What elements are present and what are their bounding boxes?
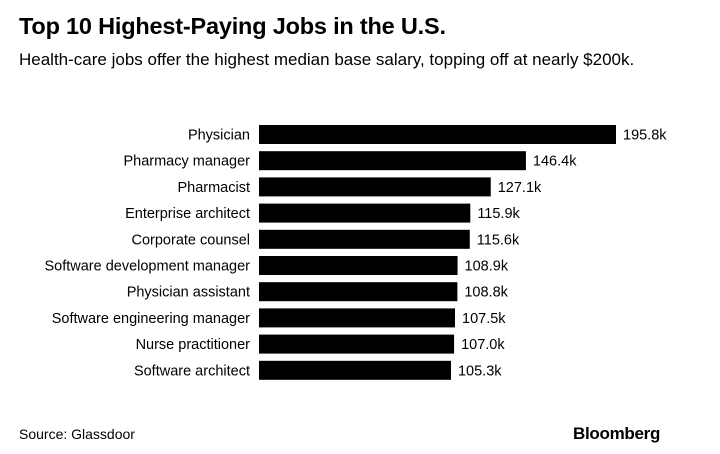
category-label: Nurse practitioner bbox=[136, 337, 251, 353]
category-label: Pharmacy manager bbox=[123, 154, 250, 170]
category-label: Software engineering manager bbox=[52, 311, 250, 327]
category-label: Physician bbox=[188, 128, 250, 144]
category-label: Enterprise architect bbox=[125, 206, 250, 222]
value-label: 105.3k bbox=[458, 363, 502, 379]
value-label: 127.1k bbox=[498, 180, 542, 196]
bloomberg-logo: Bloomberg bbox=[573, 424, 661, 443]
source-note: Source: Glassdoor bbox=[19, 426, 135, 442]
bar bbox=[259, 360, 451, 380]
chart-title: Top 10 Highest-Paying Jobs in the U.S. bbox=[19, 13, 446, 39]
value-label: 107.5k bbox=[462, 311, 506, 327]
bar bbox=[259, 203, 471, 223]
value-label: 115.6k bbox=[477, 232, 520, 248]
value-label: 108.9k bbox=[465, 259, 509, 275]
category-label: Corporate counsel bbox=[132, 232, 251, 248]
category-label: Physician assistant bbox=[127, 285, 250, 301]
value-label: 195.8k bbox=[623, 128, 667, 144]
bar bbox=[259, 256, 458, 275]
value-label: 107.0k bbox=[461, 337, 505, 353]
bar bbox=[259, 334, 455, 354]
bar bbox=[259, 125, 616, 144]
bar bbox=[259, 282, 458, 302]
bar bbox=[259, 229, 470, 249]
value-label: 108.8k bbox=[464, 285, 508, 301]
category-label: Software development manager bbox=[44, 259, 250, 275]
category-label: Pharmacist bbox=[177, 180, 250, 196]
category-label: Software architect bbox=[134, 363, 250, 379]
bar bbox=[259, 151, 526, 171]
bar bbox=[259, 308, 456, 328]
value-label: 115.9k bbox=[477, 206, 520, 222]
bar bbox=[259, 177, 491, 197]
value-label: 146.4k bbox=[533, 154, 577, 170]
chart-subtitle: Health-care jobs offer the highest media… bbox=[19, 50, 635, 69]
